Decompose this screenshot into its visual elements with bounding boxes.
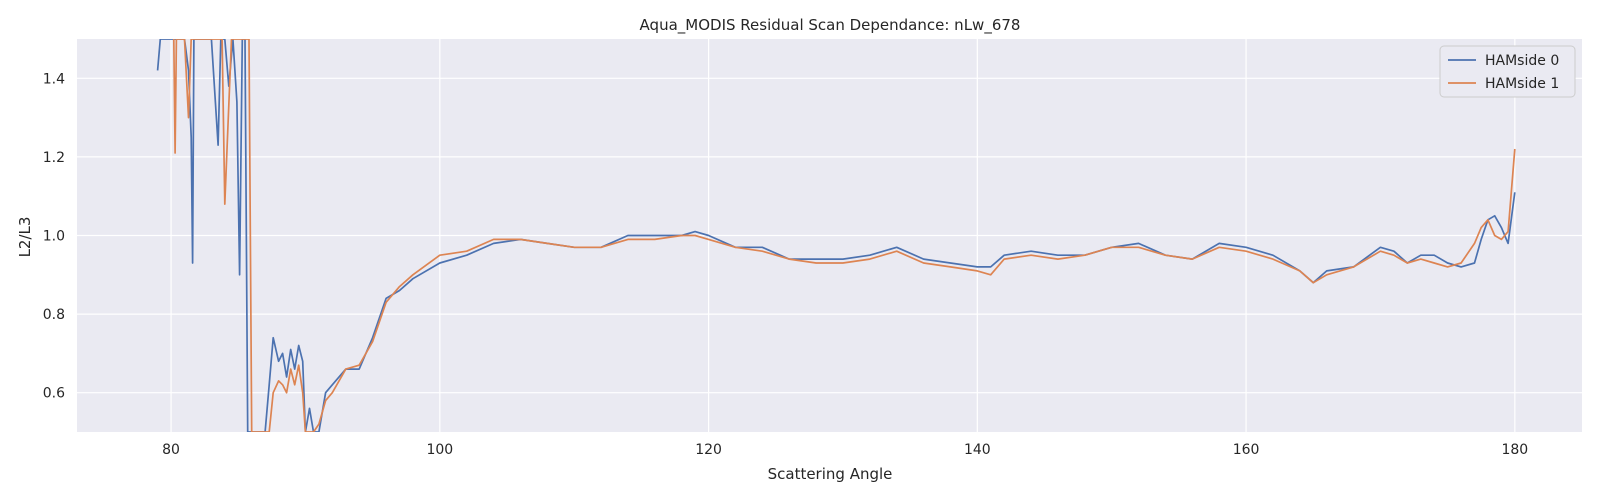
legend-label: HAMside 1 bbox=[1485, 76, 1559, 92]
x-tick-label: 180 bbox=[1501, 442, 1528, 458]
x-tick-label: 140 bbox=[964, 442, 991, 458]
x-axis-label: Scattering Angle bbox=[768, 465, 893, 483]
legend: HAMside 0 HAMside 1 bbox=[1439, 45, 1576, 98]
series-lines bbox=[156, 39, 1516, 432]
legend-label: HAMside 0 bbox=[1485, 53, 1559, 69]
legend-box bbox=[1439, 45, 1576, 98]
x-tick-label: 80 bbox=[162, 442, 180, 458]
axis-ticks: 80 100 120 140 160 180 0.6 0.8 1.0 1.2 1.4 bbox=[43, 71, 1528, 458]
x-tick-label: 100 bbox=[426, 442, 453, 458]
y-tick-label: 1.0 bbox=[43, 229, 65, 245]
x-tick-label: 160 bbox=[1233, 442, 1260, 458]
y-tick-label: 1.2 bbox=[43, 150, 65, 166]
y-tick-label: 0.8 bbox=[43, 307, 65, 323]
x-tick-label: 120 bbox=[695, 442, 722, 458]
y-axis-label: L2/L3 bbox=[16, 217, 34, 258]
gridlines bbox=[77, 39, 1582, 432]
series-line-1 bbox=[172, 39, 1516, 432]
chart-title: Aqua_MODIS Residual Scan Dependance: nLw… bbox=[640, 16, 1021, 35]
y-tick-label: 0.6 bbox=[43, 386, 65, 402]
y-tick-label: 1.4 bbox=[43, 71, 65, 87]
